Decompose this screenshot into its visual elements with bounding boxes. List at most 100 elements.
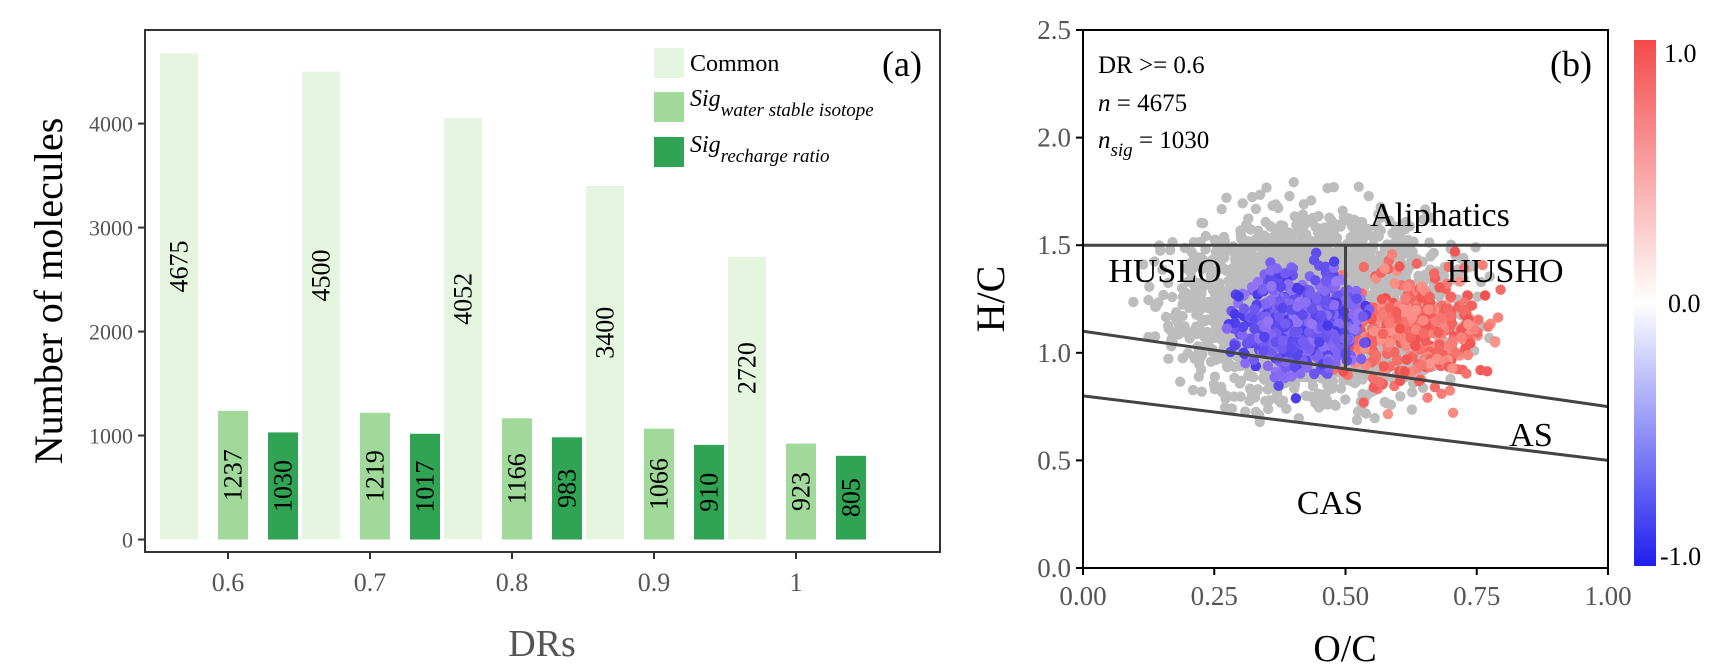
point-gray [1345, 232, 1357, 243]
point-positive [1433, 327, 1444, 338]
point-positive [1422, 392, 1433, 403]
point-gray [1164, 244, 1176, 256]
point-positive [1399, 366, 1410, 377]
legend-sig-recharge-main: Sig [690, 132, 721, 158]
point-gray [1438, 269, 1450, 281]
point-gray [1363, 190, 1374, 202]
point-gray [1177, 353, 1188, 364]
point-gray [1209, 298, 1220, 309]
point-positive [1445, 291, 1457, 302]
x-tick-label: 0.50 [1322, 581, 1369, 611]
point-gray [1400, 216, 1412, 228]
point-negative [1259, 331, 1270, 343]
point-positive [1416, 359, 1427, 370]
point-gray [1144, 281, 1155, 292]
point-gray [1157, 264, 1168, 275]
legend-sig-recharge-sub: recharge ratio [721, 146, 830, 167]
point-negative [1320, 275, 1332, 287]
y-tick-label: 0.0 [1037, 553, 1071, 583]
point-positive [1459, 262, 1470, 274]
bar-common-0.9 [586, 185, 624, 540]
x-tick-label: 1.00 [1584, 581, 1631, 611]
point-gray [1235, 225, 1246, 236]
point-positive [1455, 332, 1467, 343]
panel-b-x-axis-label: O/C [1313, 628, 1376, 670]
point-gray [1215, 284, 1227, 295]
point-gray [1288, 177, 1299, 188]
point-negative [1315, 310, 1327, 321]
point-gray [1445, 373, 1456, 385]
point-positive [1429, 268, 1440, 279]
bar-sig-recharge-0.8 [552, 437, 582, 540]
y-tick-label: 0.5 [1037, 445, 1071, 475]
point-negative [1240, 358, 1251, 369]
point-positive [1443, 261, 1454, 273]
point-gray [1470, 242, 1481, 253]
point-gray [1299, 219, 1310, 231]
point-gray [1209, 384, 1221, 395]
point-positive [1454, 276, 1465, 287]
point-negative [1289, 327, 1300, 338]
point-gray [1271, 393, 1283, 404]
point-positive [1447, 363, 1458, 374]
point-positive [1358, 397, 1369, 408]
data-label-sig-recharge-0.8: 983 [553, 469, 582, 508]
point-positive [1466, 300, 1478, 311]
point-gray [1406, 387, 1418, 398]
point-negative [1286, 342, 1297, 354]
point-gray [1407, 246, 1418, 257]
point-positive [1449, 246, 1461, 257]
point-negative [1269, 372, 1280, 383]
point-gray [1375, 201, 1386, 213]
x-tick-label: 0.25 [1191, 581, 1238, 611]
point-gray [1216, 204, 1227, 215]
point-positive [1475, 364, 1486, 376]
point-negative [1308, 254, 1320, 266]
point-positive [1489, 337, 1501, 348]
data-label-common-0.7: 4500 [307, 250, 336, 302]
bar-sig-recharge-0.7 [410, 433, 440, 540]
point-gray [1243, 213, 1254, 224]
point-negative [1275, 281, 1287, 292]
point-negative [1331, 334, 1343, 345]
bar-common-0.8 [444, 118, 482, 540]
y-tick-label: 1000 [89, 424, 133, 449]
point-gray [1234, 378, 1246, 389]
point-positive [1473, 314, 1484, 325]
point-gray [1235, 391, 1246, 402]
point-gray [1384, 215, 1395, 226]
panel-a-legend: Common Sigwater stable isotope Sigrechar… [654, 48, 874, 167]
point-negative [1314, 336, 1325, 348]
colorbar: 1.0 0.0 -1.0 [1634, 39, 1701, 571]
point-gray [1262, 384, 1274, 395]
point-gray [1338, 212, 1350, 223]
point-negative [1237, 329, 1248, 341]
point-gray [1340, 394, 1351, 405]
point-positive [1368, 325, 1380, 337]
point-positive [1458, 304, 1470, 316]
panel-b-x-ticks: 0.00 0.25 0.50 0.75 1.00 [1059, 568, 1632, 611]
point-gray [1349, 273, 1361, 284]
point-negative [1321, 294, 1332, 306]
point-gray [1171, 315, 1182, 326]
point-gray [1137, 259, 1149, 270]
point-negative [1273, 380, 1284, 391]
point-gray [1201, 327, 1213, 338]
point-positive [1384, 318, 1395, 329]
point-negative [1310, 275, 1321, 286]
bar-common-1 [728, 256, 766, 540]
point-positive [1436, 388, 1447, 399]
y-tick-label: 3000 [89, 216, 133, 241]
point-gray [1228, 272, 1240, 283]
legend-sig-water-main: Sig [690, 86, 721, 112]
point-positive [1445, 310, 1456, 321]
point-gray [1219, 402, 1231, 413]
point-negative [1303, 326, 1315, 338]
point-gray [1369, 412, 1380, 424]
point-gray [1357, 388, 1368, 400]
point-positive [1482, 321, 1494, 332]
region-label-cas: CAS [1297, 485, 1363, 522]
point-gray [1191, 328, 1202, 340]
point-positive [1410, 340, 1421, 352]
point-negative [1292, 317, 1303, 328]
